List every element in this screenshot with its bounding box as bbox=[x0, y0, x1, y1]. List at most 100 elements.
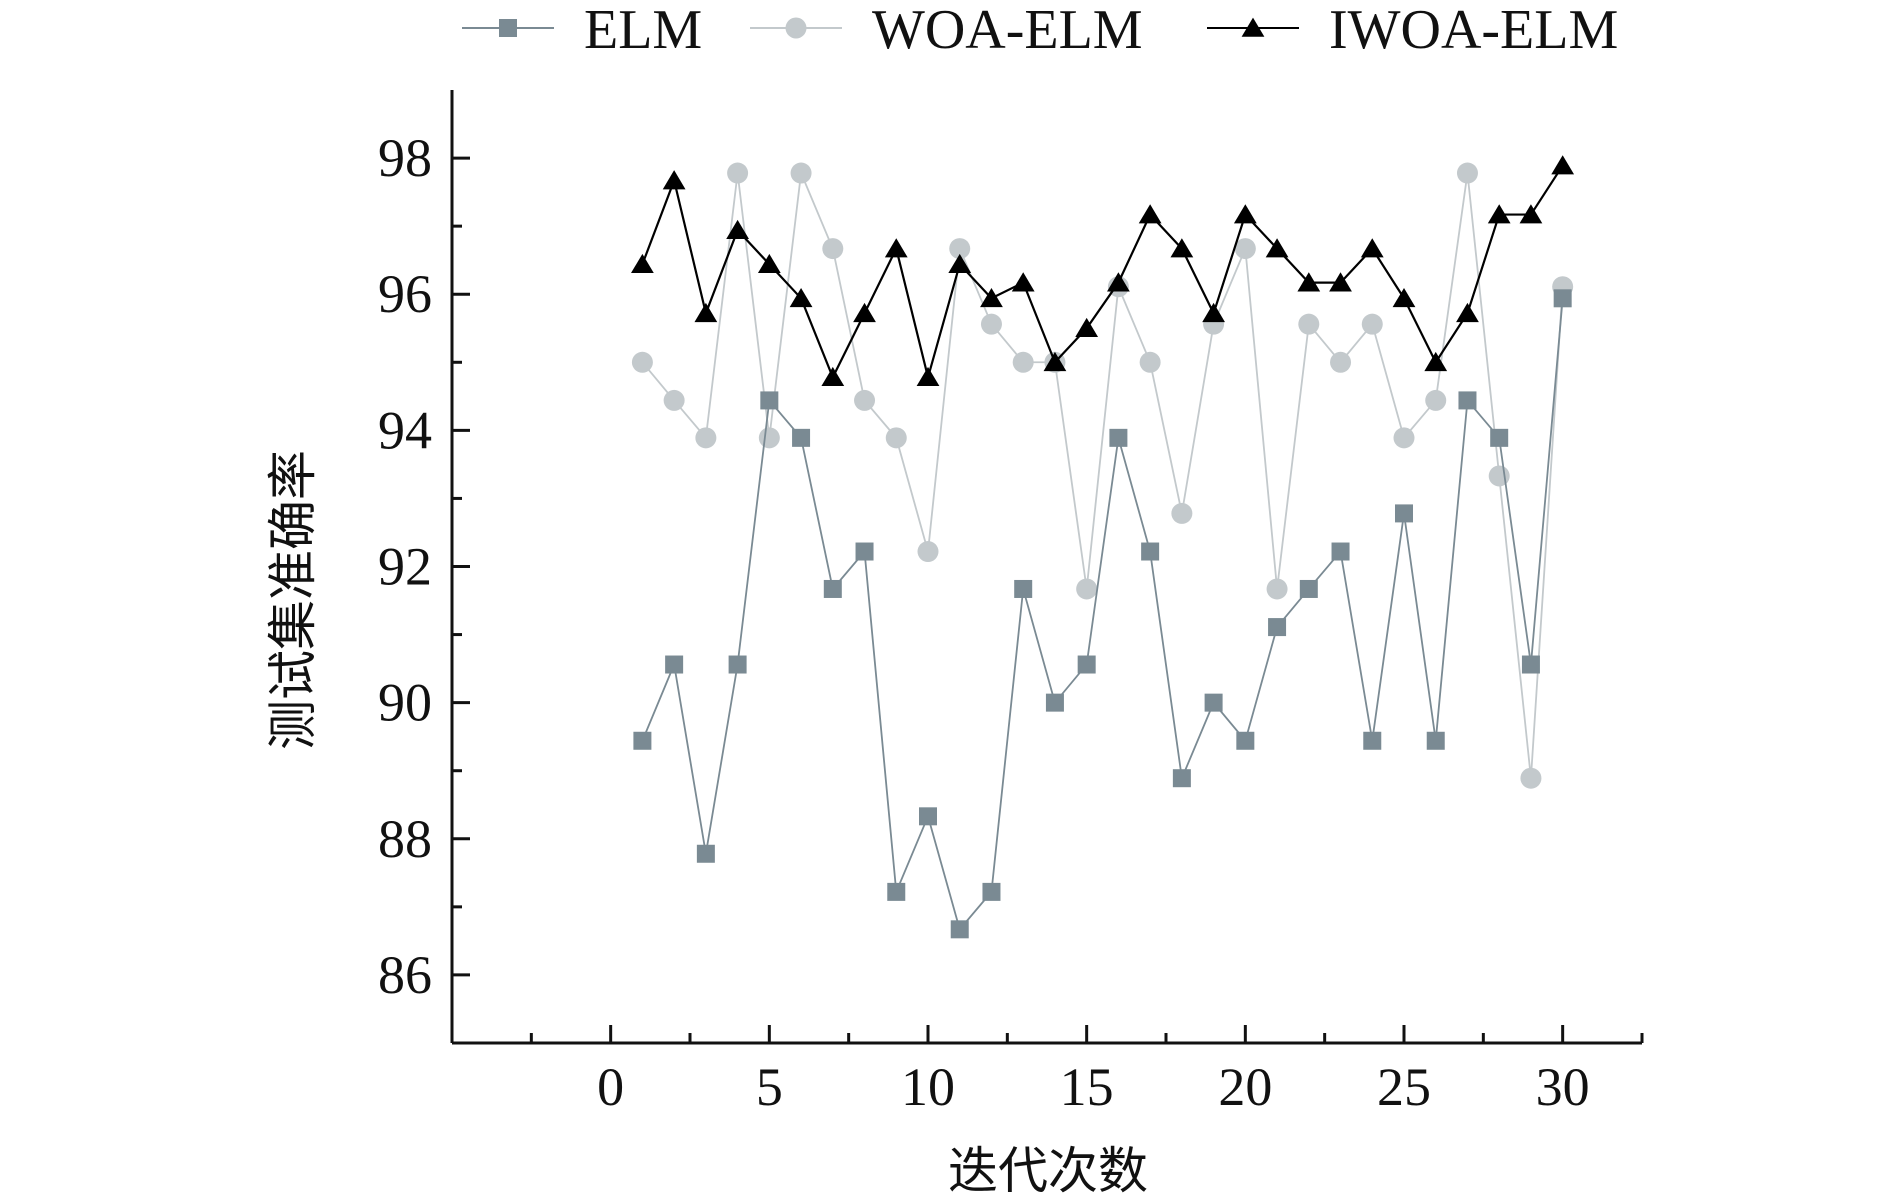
data-point-woa-elm bbox=[854, 389, 876, 411]
x-tick-label: 15 bbox=[1060, 1057, 1114, 1117]
data-point-elm bbox=[1331, 542, 1350, 561]
legend-marker-triangle bbox=[1241, 17, 1265, 37]
x-axis-title: 迭代次数 bbox=[948, 1142, 1148, 1200]
data-point-woa-elm bbox=[917, 541, 939, 563]
data-point-iwoa-elm bbox=[853, 302, 876, 323]
data-point-woa-elm bbox=[663, 389, 685, 411]
y-tick-label: 94 bbox=[378, 400, 432, 460]
data-point-elm bbox=[1109, 428, 1128, 447]
data-point-iwoa-elm bbox=[1075, 317, 1099, 338]
y-tick-label: 92 bbox=[378, 537, 432, 597]
data-point-elm bbox=[760, 391, 779, 410]
data-point-elm bbox=[950, 920, 969, 939]
legend-item-woa-elm: WOA-ELM bbox=[750, 0, 1143, 61]
x-tick-label: 20 bbox=[1218, 1057, 1272, 1117]
data-point-elm bbox=[1268, 618, 1287, 637]
legend: ELM WOA-ELM IWOA-ELM bbox=[462, 0, 1618, 61]
data-point-woa-elm bbox=[1171, 502, 1193, 524]
series-line-iwoa-elm bbox=[641, 164, 1564, 382]
y-tick-label: 88 bbox=[378, 809, 432, 869]
data-point-iwoa-elm bbox=[1487, 204, 1511, 224]
data-point-iwoa-elm bbox=[1456, 302, 1479, 323]
legend-item-iwoa-elm: IWOA-ELM bbox=[1207, 0, 1618, 61]
data-point-iwoa-elm bbox=[1107, 272, 1130, 292]
data-point-woa-elm bbox=[1298, 313, 1320, 335]
data-point-iwoa-elm bbox=[980, 287, 1003, 308]
axes bbox=[450, 90, 1642, 1045]
data-point-elm bbox=[1014, 579, 1033, 598]
data-point-woa-elm bbox=[1139, 351, 1161, 373]
data-point-elm bbox=[1204, 693, 1223, 712]
data-point-iwoa-elm bbox=[1202, 302, 1225, 323]
data-point-woa-elm bbox=[980, 313, 1002, 335]
x-tick-label: 5 bbox=[756, 1057, 783, 1117]
data-point-elm bbox=[1172, 769, 1191, 788]
data-point-elm bbox=[1045, 693, 1064, 712]
series-line-elm bbox=[641, 298, 1564, 932]
x-tick-label: 10 bbox=[901, 1057, 955, 1117]
data-point-iwoa-elm bbox=[757, 253, 781, 274]
data-point-iwoa-elm bbox=[821, 366, 845, 387]
data-point-elm bbox=[1141, 542, 1160, 561]
data-point-iwoa-elm bbox=[694, 302, 718, 323]
series-line-woa-elm bbox=[641, 169, 1564, 779]
y-axis-title: 测试集准确率 bbox=[264, 450, 322, 750]
data-point-elm bbox=[919, 807, 937, 826]
data-point-iwoa-elm bbox=[1233, 204, 1257, 224]
series-woa-elm bbox=[631, 162, 1574, 789]
data-point-woa-elm bbox=[1266, 578, 1288, 600]
data-point-elm bbox=[1490, 428, 1509, 447]
data-point-woa-elm bbox=[1456, 162, 1478, 184]
data-point-woa-elm bbox=[1330, 351, 1352, 373]
x-tick-label: 0 bbox=[597, 1057, 624, 1117]
data-point-woa-elm bbox=[758, 427, 780, 449]
data-point-woa-elm bbox=[1076, 578, 1098, 600]
data-point-iwoa-elm bbox=[789, 287, 813, 308]
data-point-elm bbox=[855, 542, 874, 561]
legend-marker-square bbox=[499, 19, 517, 37]
data-point-woa-elm bbox=[822, 238, 844, 260]
data-point-woa-elm bbox=[695, 427, 717, 449]
data-point-iwoa-elm bbox=[1360, 238, 1384, 258]
data-point-iwoa-elm bbox=[1297, 272, 1321, 292]
legend-label-iwoa-elm: IWOA-ELM bbox=[1329, 0, 1618, 61]
data-point-woa-elm bbox=[1393, 427, 1415, 449]
data-point-iwoa-elm bbox=[1043, 351, 1067, 372]
data-point-elm bbox=[1363, 731, 1382, 750]
data-point-elm bbox=[792, 428, 811, 447]
data-point-elm bbox=[665, 655, 684, 674]
data-point-iwoa-elm bbox=[1392, 287, 1416, 308]
data-point-iwoa-elm bbox=[662, 170, 686, 190]
data-point-iwoa-elm bbox=[1170, 238, 1194, 258]
series-elm bbox=[633, 289, 1572, 939]
data-point-woa-elm bbox=[631, 351, 653, 373]
x-tick-label: 25 bbox=[1377, 1057, 1431, 1117]
data-point-woa-elm bbox=[1234, 238, 1256, 260]
legend-label-elm: ELM bbox=[584, 0, 702, 61]
legend-marker-circle bbox=[785, 17, 807, 39]
data-point-iwoa-elm bbox=[1011, 272, 1035, 292]
data-point-woa-elm bbox=[1488, 465, 1510, 487]
legend-label-woa-elm: WOA-ELM bbox=[872, 0, 1143, 61]
series-iwoa-elm bbox=[631, 155, 1575, 387]
data-point-elm bbox=[1077, 655, 1096, 674]
data-point-woa-elm bbox=[1012, 351, 1034, 373]
data-point-elm bbox=[1395, 504, 1413, 523]
data-point-elm bbox=[1299, 579, 1318, 598]
data-point-woa-elm bbox=[1520, 767, 1542, 789]
data-point-elm bbox=[1553, 289, 1572, 308]
x-tick-label: 30 bbox=[1536, 1057, 1590, 1117]
data-point-woa-elm bbox=[727, 162, 749, 184]
data-point-elm bbox=[696, 844, 715, 863]
data-point-elm bbox=[823, 579, 842, 598]
y-tick-label: 96 bbox=[378, 264, 432, 324]
data-point-iwoa-elm bbox=[1265, 238, 1289, 258]
y-tick-label: 90 bbox=[378, 673, 432, 733]
data-point-woa-elm bbox=[885, 427, 907, 449]
data-point-iwoa-elm bbox=[1551, 155, 1575, 175]
data-point-iwoa-elm bbox=[1329, 272, 1352, 292]
data-point-elm bbox=[887, 882, 906, 901]
data-point-iwoa-elm bbox=[1138, 204, 1162, 224]
data-point-elm bbox=[1236, 731, 1255, 750]
data-point-elm bbox=[633, 731, 652, 750]
